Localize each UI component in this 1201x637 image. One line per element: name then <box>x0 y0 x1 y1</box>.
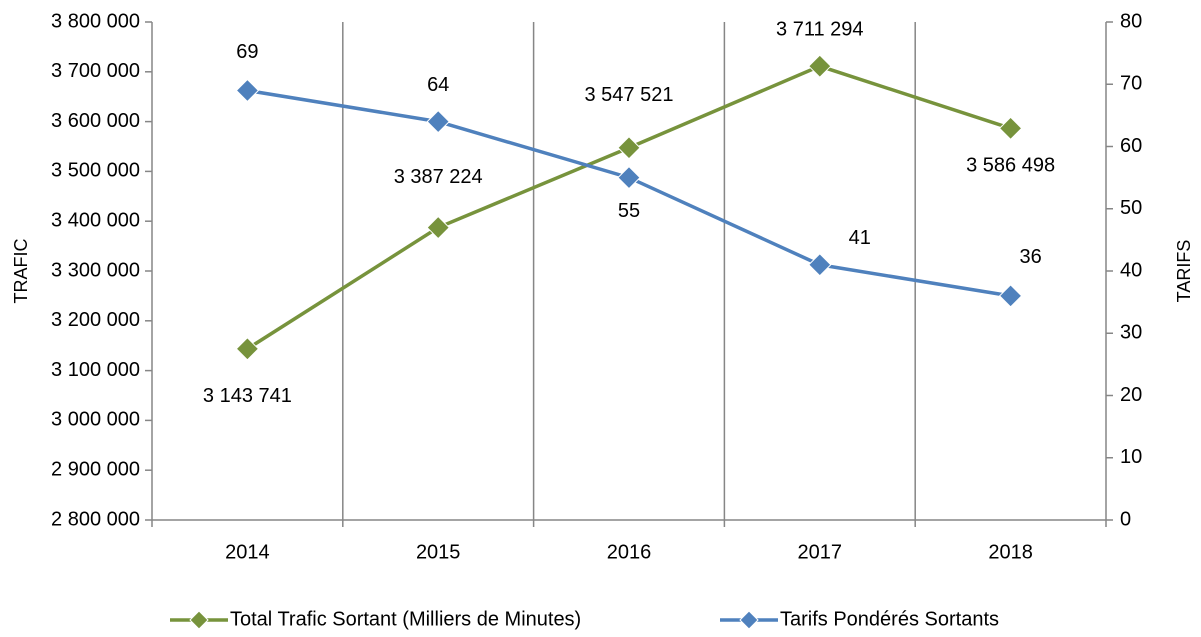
y-axis-title: TRAFIC <box>11 239 31 304</box>
y-tick-label: 3 500 000 <box>51 160 140 182</box>
y-tick-label: 3 200 000 <box>51 309 140 331</box>
x-tick-label: 2014 <box>225 541 270 563</box>
y-tick-label: 2 800 000 <box>51 508 140 530</box>
y-tick-label: 3 800 000 <box>51 10 140 32</box>
x-tick-label: 2018 <box>988 541 1033 563</box>
y-tick-label: 3 100 000 <box>51 359 140 381</box>
legend-marker <box>189 610 209 630</box>
y-tick-label: 2 900 000 <box>51 458 140 480</box>
data-point <box>998 284 1023 308</box>
y2-tick-label: 0 <box>1120 508 1131 530</box>
legend-marker <box>739 610 759 630</box>
data-label: 3 143 741 <box>203 385 292 407</box>
y-tick-label: 3 300 000 <box>51 259 140 281</box>
y2-tick-label: 80 <box>1120 10 1142 32</box>
data-label: 64 <box>427 74 449 96</box>
data-label: 3 586 498 <box>966 155 1055 177</box>
data-point <box>808 54 832 78</box>
y2-tick-label: 70 <box>1120 73 1142 95</box>
series-line <box>247 88 1011 298</box>
data-point <box>998 116 1023 141</box>
data-point <box>617 136 641 160</box>
data-label: 3 547 521 <box>585 84 674 106</box>
y-tick-label: 3 400 000 <box>51 209 140 231</box>
data-point <box>426 109 450 134</box>
data-label: 3 711 294 <box>776 18 864 40</box>
data-label: 3 387 224 <box>394 166 483 188</box>
y-tick-label: 3 000 000 <box>51 409 140 431</box>
data-label: 36 <box>1019 246 1041 268</box>
data-point <box>235 78 260 103</box>
x-tick-label: 2017 <box>798 541 843 563</box>
y2-tick-label: 40 <box>1120 259 1142 281</box>
data-point <box>235 337 260 361</box>
y2-tick-label: 60 <box>1120 135 1142 157</box>
y2-axis-title: TARIFS <box>1174 240 1194 303</box>
y2-tick-label: 10 <box>1120 446 1142 468</box>
y2-tick-label: 20 <box>1120 384 1142 406</box>
legend-label: Total Trafic Sortant (Milliers de Minute… <box>230 608 581 630</box>
data-point <box>808 253 832 277</box>
x-tick-label: 2015 <box>416 541 461 563</box>
y2-tick-label: 50 <box>1120 197 1142 219</box>
data-label: 55 <box>618 200 640 222</box>
legend-label: Tarifs Pondérés Sortants <box>780 608 999 630</box>
data-label: 41 <box>849 227 871 249</box>
data-label: 69 <box>236 41 258 63</box>
y2-tick-label: 30 <box>1120 322 1142 344</box>
x-tick-label: 2016 <box>607 541 652 563</box>
data-point <box>617 165 641 190</box>
y-tick-label: 3 700 000 <box>51 60 140 82</box>
data-point <box>426 215 450 240</box>
y-tick-label: 3 600 000 <box>51 110 140 132</box>
